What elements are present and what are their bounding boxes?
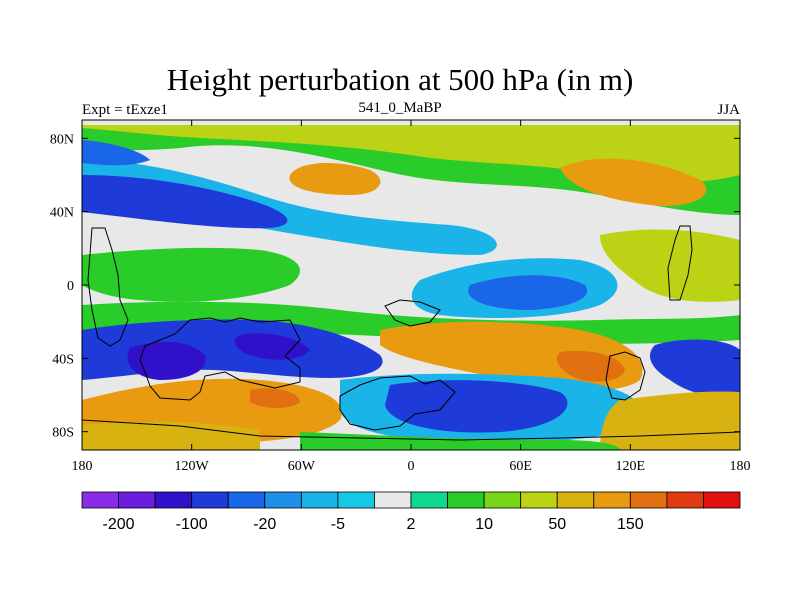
colorbar-box: [191, 491, 229, 509]
coast-south-america: [139, 317, 301, 401]
trop-green-west: [82, 247, 300, 302]
colorbar-box: [556, 491, 595, 509]
colorbar-label: 2: [407, 516, 416, 533]
colorbar-label: 10: [475, 516, 493, 533]
nh-blue-core: [82, 175, 288, 229]
coast-greenland: [667, 225, 693, 301]
chart-title: Height perturbation at 500 hPa (in m): [166, 62, 634, 97]
sh-blue-east: [650, 339, 740, 397]
nh-blue-west: [82, 140, 150, 166]
y-tick-label: 80S: [52, 426, 74, 441]
x-tick-label: 60E: [509, 459, 532, 474]
coast-antarctic: [82, 419, 740, 441]
colorbar-label: -20: [253, 516, 276, 533]
colorbar-label: 50: [548, 516, 566, 533]
colorbar-box: [520, 491, 558, 509]
case-label: 541_0_MaBP: [358, 100, 442, 116]
sh-red-southwest: [250, 388, 300, 408]
nh-orange-core: [289, 163, 381, 195]
experiment-label: Expt = tExze1: [82, 102, 168, 118]
colorbar-box: [629, 491, 668, 509]
x-tick-label: 120W: [175, 459, 210, 474]
colorbar-box: [337, 491, 375, 509]
sh-yellow-southwest: [82, 421, 260, 450]
y-tick-label: 0: [67, 279, 74, 294]
colorbar-box: [410, 491, 448, 509]
colorbar-label: -200: [103, 516, 135, 533]
y-tick-label: 40S: [52, 352, 74, 367]
coastlines: [82, 225, 740, 441]
colorbar-box: [154, 491, 193, 509]
coast-east-island: [384, 299, 441, 327]
sh-red-east: [556, 350, 625, 382]
x-tick-label: 60W: [288, 459, 316, 474]
colorbar-box: [264, 491, 302, 509]
coast-africa: [339, 375, 456, 431]
colorbar-box: [666, 491, 704, 509]
colorbar: -200 -100 -20 -5 2 10 50 150: [81, 491, 741, 533]
x-axis: 180 120W 60W 0 60E 120E 180: [72, 120, 751, 474]
sh-blue-south: [385, 380, 568, 433]
y-tick-label: 40N: [50, 206, 74, 221]
y-tick-label: 80N: [50, 132, 74, 147]
colorbar-label: -100: [176, 516, 208, 533]
colorbar-label: 150: [617, 516, 644, 533]
nh-orange-east: [560, 158, 707, 206]
trop-yellow-east: [600, 229, 740, 302]
y-axis: 80N 40N 0 40S 80S: [50, 132, 740, 441]
trop-blue-core: [468, 275, 588, 310]
colorbar-box: [593, 491, 631, 509]
colorbar-box: [483, 491, 522, 509]
nh-cyan-band: [82, 160, 497, 255]
colorbar-box: [447, 491, 485, 509]
contour-field: [82, 125, 740, 450]
x-tick-label: 180: [730, 459, 751, 474]
sh-green-south: [300, 432, 620, 450]
sh-deep-blue-2: [234, 333, 310, 360]
x-tick-label: 0: [408, 459, 415, 474]
colorbar-box: [374, 491, 412, 509]
colorbar-box: [703, 491, 741, 509]
colorbar-box: [81, 491, 119, 509]
sh-yellow-southeast: [600, 391, 740, 450]
x-tick-label: 180: [72, 459, 93, 474]
colorbar-label: -5: [331, 516, 345, 533]
colorbar-box: [300, 491, 339, 509]
colorbar-box: [118, 491, 156, 509]
season-label: JJA: [717, 102, 740, 118]
colorbar-box: [227, 491, 266, 509]
coast-northwest: [87, 227, 129, 347]
sh-deep-blue-1: [127, 341, 206, 380]
coast-australia: [605, 351, 646, 401]
x-tick-label: 120E: [616, 459, 646, 474]
